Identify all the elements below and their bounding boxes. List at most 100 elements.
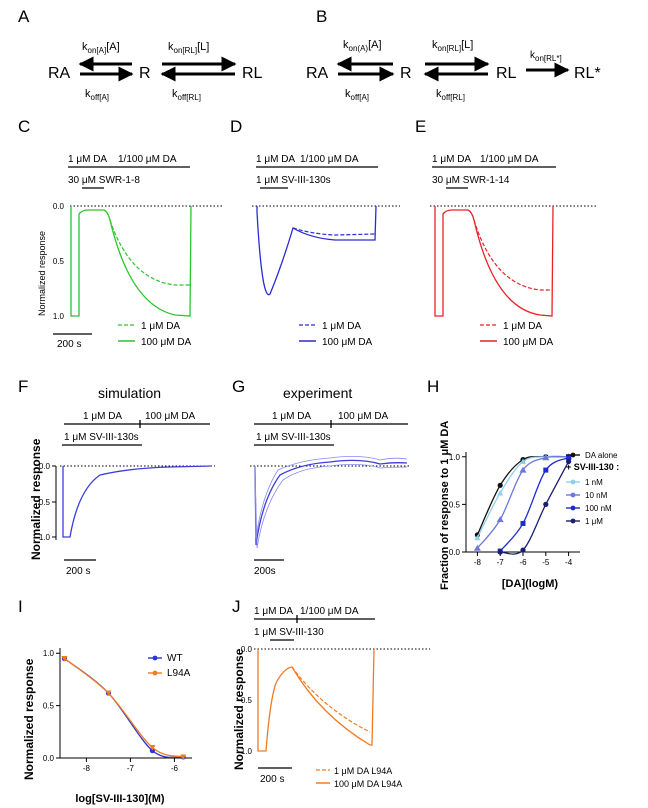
bar-label-drug-d: 1 μM SV-III-130s <box>256 175 331 186</box>
ylabel-h: Fraction of response to 1 μM DA <box>439 421 451 590</box>
legend-h: DA alone 1 nM 10 nM 100 nM 1 μM <box>566 451 618 526</box>
trace-dashed-e <box>473 219 552 291</box>
ylabel-j: Normalized response <box>232 648 246 770</box>
legend-label-2: 100 nM <box>585 504 612 513</box>
trace-dashed-c <box>109 219 190 286</box>
panel-a: A RA R RL kon[A][A] koff[A] kon[RL][L] k… <box>18 7 263 102</box>
scale-label-g: 200s <box>254 566 276 577</box>
bar-label-da1-c: 1 μM DA <box>68 154 107 165</box>
legend-label-0: 1 nM <box>585 478 603 487</box>
legend-label-dashed-c: 1 μM DA <box>141 321 180 332</box>
bar-label-da2-d: 1/100 μM DA <box>300 154 359 165</box>
series-point-2-2 <box>519 466 527 473</box>
legend-label-1: 10 nM <box>585 491 608 500</box>
legend-marker-1 <box>570 492 576 498</box>
series-point-2-0 <box>473 544 481 551</box>
ytick-f-2: 1.0 <box>39 533 51 542</box>
series-line-0 <box>63 657 184 759</box>
series-point-1-2 <box>520 458 526 465</box>
rate-kon-rl: kon[RL][L] <box>168 41 209 55</box>
legend-label-dashed-d: 1 μM DA <box>322 321 361 332</box>
ytick-f-1: 0.5 <box>39 498 51 507</box>
panel-g: G experiment 1 μM DA 100 μM DA 1 μM SV-I… <box>232 377 410 577</box>
ytick-c-0: 0.0 <box>53 202 65 211</box>
y-tick-label-2: 1.0 <box>43 649 55 658</box>
rate-koff-a: koff[A] <box>85 88 109 102</box>
state-ra: RA <box>48 65 71 82</box>
state-r-b: R <box>400 65 412 82</box>
bar-label-da2-e: 1/100 μM DA <box>480 154 539 165</box>
legend-marker-0 <box>152 655 158 661</box>
x-tick-label-4: -4 <box>565 558 573 567</box>
y-tick-label-2: 1.0 <box>449 453 461 462</box>
panel-letter-a: A <box>18 7 30 26</box>
series-point-4-2 <box>543 501 549 507</box>
state-r: R <box>139 65 151 82</box>
legend-marker-2 <box>570 505 576 511</box>
ytick-j-2: 1.0 <box>241 747 253 756</box>
rate-kon-a: kon[A][A] <box>82 41 120 55</box>
series-line-3 <box>499 457 569 552</box>
series-point-0-1 <box>497 482 503 488</box>
series-point-1-1 <box>497 489 504 496</box>
series-line-1 <box>63 657 184 758</box>
legend-marker-0 <box>570 452 576 458</box>
trace-lower-g <box>254 464 408 549</box>
panel-letter-d: D <box>230 117 242 136</box>
x-tick-label-2: -6 <box>519 558 527 567</box>
series-point-3-3 <box>566 455 572 461</box>
bar-label-da2-c: 1/100 μM DA <box>118 154 177 165</box>
panel-letter-e: E <box>415 117 426 136</box>
trace-f <box>62 465 213 538</box>
trace-solid-j <box>257 648 375 752</box>
trace-solid-c <box>70 205 192 317</box>
legend-i: WT L94A <box>148 653 191 679</box>
state-ra-b: RA <box>306 65 329 82</box>
legend-label-0: DA alone <box>585 451 618 460</box>
bar-label-da2-j: 1/100 μM DA <box>300 606 359 617</box>
series-point-1-0 <box>474 534 481 541</box>
ytick-f-0: 0.0 <box>39 462 51 471</box>
trace-dashed-d <box>292 227 376 236</box>
panel-c: C 1 μM DA 1/100 μM DA 30 μM SWR-1-8 Norm… <box>18 117 222 350</box>
ylabel-i: Normalized response <box>22 658 36 780</box>
series-point-1-0 <box>61 655 68 662</box>
series-point-3-2 <box>543 467 549 473</box>
rate-koff-rl: koff[RL] <box>172 88 201 102</box>
y-tick-label-0: 0.0 <box>449 548 461 557</box>
scale-label-j: 200 s <box>260 774 284 785</box>
x-tick-label-3: -5 <box>542 558 550 567</box>
rate-kon-rl-b: kon[RL][L] <box>432 39 473 53</box>
ytick-c-2: 1.0 <box>53 312 65 321</box>
bar-label-da2-g: 100 μM DA <box>338 411 389 422</box>
legend-marker-0 <box>570 479 576 485</box>
bar-label-drug-f: 1 μM SV-III-130s <box>64 432 139 443</box>
panel-letter-c: C <box>18 117 30 136</box>
title-g: experiment <box>283 385 352 401</box>
panel-letter-j: J <box>232 597 241 616</box>
bar-label-da1-f: 1 μM DA <box>83 411 122 422</box>
bar-label-da2-f: 100 μM DA <box>145 411 196 422</box>
panel-letter-h: H <box>427 377 439 396</box>
state-rl-b: RL <box>496 65 517 82</box>
panel-d: D 1 μM DA 1/100 μM DA 1 μM SV-III-130s 1… <box>230 117 400 348</box>
x-tick-label-0: -8 <box>474 558 482 567</box>
panel-j: J 1 μM DA 1/100 μM DA 1 μM SV-III-130 No… <box>232 597 430 789</box>
series-point-1-3 <box>180 754 187 760</box>
trace-dashed-j <box>291 666 371 733</box>
x-tick-label-0: -8 <box>83 764 91 773</box>
title-f: simulation <box>98 385 161 401</box>
panel-letter-i: I <box>18 597 23 616</box>
x-tick-label-1: -7 <box>127 764 135 773</box>
panel-letter-f: F <box>18 377 28 396</box>
bar-label-drug-g: 1 μM SV-III-130s <box>256 432 331 443</box>
series-point-2-3 <box>542 454 550 461</box>
rate-koff-rl-b: koff[RL] <box>436 88 465 102</box>
trace-upper-g <box>254 456 408 539</box>
trace-mean-g <box>254 459 408 546</box>
legend-label-3: 1 μM <box>585 517 603 526</box>
panel-b: B RA R RL RL* kon(A)[A] koff[A] kon[RL][… <box>306 7 601 102</box>
series-point-2-1 <box>496 516 504 523</box>
bar-label-drug-j: 1 μM SV-III-130 <box>254 627 324 638</box>
rate-kon-a-b: kon(A)[A] <box>343 39 382 53</box>
